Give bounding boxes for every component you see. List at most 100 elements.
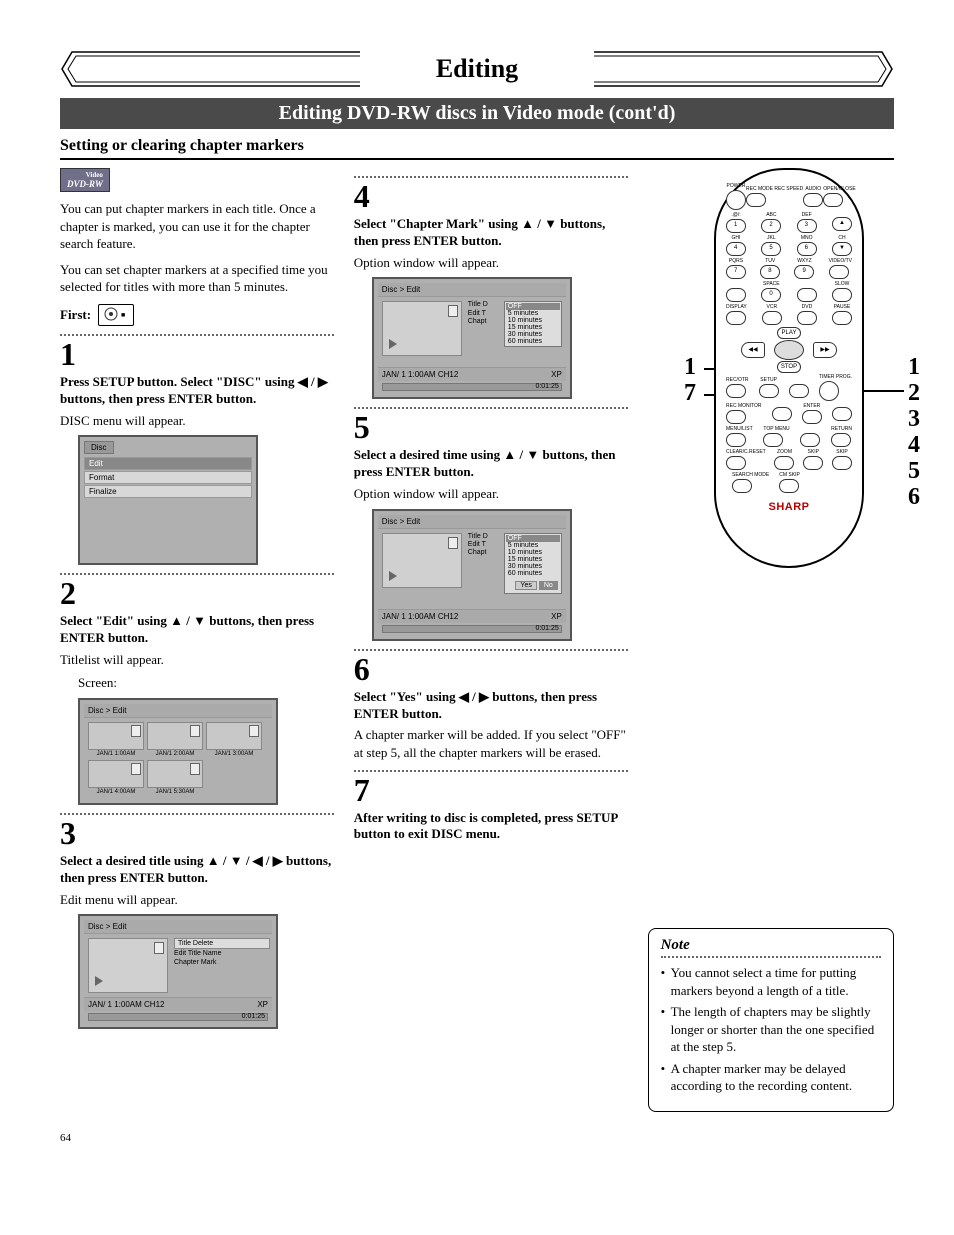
dpad-center[interactable] [774,340,804,360]
ch-down-button[interactable]: ▼ [832,242,852,256]
rec-mon-button[interactable] [726,410,746,424]
column-left: Video DVD-RW You can put chapter markers… [60,168,334,1112]
osd-titlelist: Disc > Edit JAN/1 1:00AM JAN/1 2:00AM JA… [78,698,278,805]
osd-breadcrumb: Disc > Edit [378,283,566,297]
callout-left-1: 1 [684,354,696,381]
osd-status: JAN/ 1 1:00AM CH12XP [378,367,566,381]
dvd-button[interactable] [797,311,817,325]
blank-button[interactable] [797,288,817,302]
cm-skip-button[interactable] [779,479,799,493]
pause-button[interactable] [832,311,852,325]
num-0-button[interactable]: 0 [761,288,781,302]
ff-button[interactable]: ▶▶ [813,342,837,358]
step5-instr: Select a desired time using ▲ / ▼ button… [354,447,628,481]
ch-up-button[interactable]: ▲ [832,217,852,231]
left-button[interactable] [772,407,792,421]
search-mode-button[interactable] [732,479,752,493]
callout-right-3: 3 [908,406,920,433]
page-number: 64 [60,1132,894,1144]
osd-row: Finalize [84,485,252,498]
osd-thumb-grid: JAN/1 1:00AM JAN/1 2:00AM JAN/1 3:00AM J… [84,718,272,799]
power-button[interactable] [726,190,746,210]
dvdrw-badge: Video DVD-RW [60,168,110,192]
osd-breadcrumb: Disc > Edit [84,920,272,934]
num-3-button[interactable]: 3 [797,219,817,233]
step4-num: 4 [354,180,628,212]
osd-progress: 0:01:25 [88,1013,268,1021]
osd-edit-menu: Disc > Edit Title Delete Edit Title Name… [78,914,278,1029]
dotted-sep [354,649,628,651]
note-item: The length of chapters may be slightly l… [661,1003,881,1056]
dotted-sep [60,813,334,815]
osd-status: JAN/ 1 1:00AM CH12XP [84,997,272,1011]
right-button[interactable] [832,407,852,421]
num-5-button[interactable]: 5 [761,242,781,256]
vcr-button[interactable] [762,311,782,325]
dotted-sep [354,770,628,772]
note-item: You cannot select a time for putting mar… [661,964,881,999]
step2-num: 2 [60,577,334,609]
num-6-button[interactable]: 6 [797,242,817,256]
step4-instr: Select "Chapter Mark" using ▲ / ▼ button… [354,216,628,250]
step1-instr: Press SETUP button. Select "DISC" using … [60,374,334,408]
note-item: A chapter marker may be delayed accordin… [661,1060,881,1095]
osd-confirm-popup: Disc > Edit Title D Edit T Chapt OFF 5 m… [372,509,572,641]
osd-menu-item: Title Delete [174,938,270,949]
first-row: First: ■ [60,304,334,326]
dotted-sep [354,407,628,409]
play-button[interactable]: PLAY [777,327,801,339]
dotted-sep [354,176,628,178]
step1-num: 1 [60,338,334,370]
num-4-button[interactable]: 4 [726,242,746,256]
osd-chapter-popup: Disc > Edit Title D Edit T Chapt OFF 5 m… [372,277,572,399]
osd-menu-item: Edit Title Name [174,950,270,958]
step2-sub: Screen: [60,674,334,692]
enter-button[interactable] [802,410,822,424]
rec-mode-button[interactable] [746,193,766,207]
timer-button[interactable] [819,381,839,401]
step5-body: Option window will appear. [354,485,628,503]
osd-breadcrumb: Disc > Edit [84,704,272,718]
return-button[interactable] [831,433,851,447]
num-2-button[interactable]: 2 [761,219,781,233]
section-heading: Setting or clearing chapter markers [60,137,894,160]
step6-num: 6 [354,653,628,685]
down-button[interactable] [800,433,820,447]
rew-button[interactable]: ◀◀ [741,342,765,358]
slow-button[interactable] [832,288,852,302]
step5-num: 5 [354,411,628,443]
menulist-button[interactable] [726,433,746,447]
rec-button[interactable] [726,384,746,398]
skip-next-button[interactable] [832,456,852,470]
bracket-left [60,50,360,88]
dotted-sep [60,573,334,575]
num-1-button[interactable]: 1 [726,219,746,233]
up-button[interactable] [789,384,809,398]
callout-right-6: 6 [908,484,920,511]
skip-prev-button[interactable] [803,456,823,470]
dotted-sep [60,334,334,336]
step7-instr: After writing to disc is completed, pres… [354,810,628,844]
setup-button[interactable] [759,384,779,398]
step3-body: Edit menu will appear. [60,891,334,909]
zoom-button[interactable] [774,456,794,470]
open-close-button[interactable] [823,193,843,207]
num-8-button[interactable]: 8 [760,265,780,279]
display-button[interactable] [726,311,746,325]
num-9-button[interactable]: 9 [794,265,814,279]
audio-button[interactable] [803,193,823,207]
svg-text:■: ■ [121,311,125,319]
column-right: 1 7 1 2 3 4 5 6 POWER REC MODE REC SPEED… [648,168,894,1112]
subtitle-bar: Editing DVD-RW discs in Video mode (cont… [60,98,894,129]
num-7-button[interactable]: 7 [726,265,746,279]
space-button[interactable] [726,288,746,302]
callout-right-5: 5 [908,458,920,485]
intro-p2: You can set chapter markers at a specifi… [60,261,334,296]
dpad: PLAY ◀◀ ▶▶ STOP [741,329,837,371]
stop-button[interactable]: STOP [777,361,801,373]
videotv-button[interactable] [829,265,849,279]
topmenu-button[interactable] [763,433,783,447]
clear-button[interactable] [726,456,746,470]
remote-control: POWER REC MODE REC SPEED AUDIO OPEN/CLOS… [714,168,864,568]
osd-time-popup: OFF 5 minutes 10 minutes 15 minutes 30 m… [504,533,562,594]
